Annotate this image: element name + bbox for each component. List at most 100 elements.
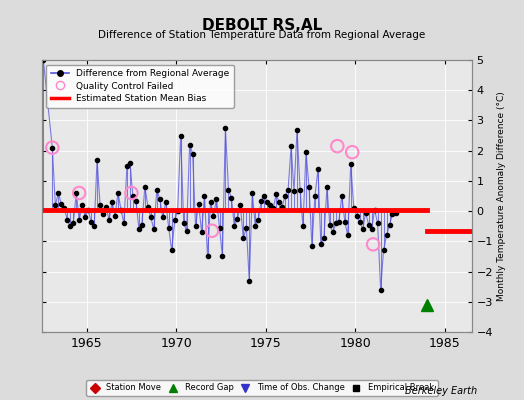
Point <box>305 184 313 190</box>
Point <box>348 149 356 155</box>
Point <box>108 199 116 205</box>
Point <box>369 241 377 248</box>
Legend: Station Move, Record Gap, Time of Obs. Change, Empirical Break: Station Move, Record Gap, Time of Obs. C… <box>86 380 438 396</box>
Point <box>370 206 379 213</box>
Point <box>215 224 224 231</box>
Point <box>123 162 131 169</box>
Point <box>54 190 62 196</box>
Point <box>311 193 319 199</box>
Point <box>281 193 289 199</box>
Point <box>269 205 277 211</box>
Point <box>168 247 176 254</box>
Point <box>90 223 99 230</box>
Point <box>102 203 110 210</box>
Point <box>117 206 125 213</box>
Point <box>379 247 388 254</box>
Point <box>182 228 191 234</box>
Y-axis label: Monthly Temperature Anomaly Difference (°C): Monthly Temperature Anomaly Difference (… <box>497 91 506 301</box>
Point <box>156 196 164 202</box>
Point <box>96 202 104 208</box>
Point <box>51 202 60 208</box>
Text: Difference of Station Temperature Data from Regional Average: Difference of Station Temperature Data f… <box>99 30 425 40</box>
Point <box>218 253 226 260</box>
Point <box>198 229 206 236</box>
Point <box>152 187 161 193</box>
Point <box>263 199 271 205</box>
Point <box>272 191 280 198</box>
Point <box>221 125 230 131</box>
Point <box>278 203 287 210</box>
Point <box>383 232 391 238</box>
Point <box>75 190 83 196</box>
Point <box>189 150 197 157</box>
Point <box>308 243 316 249</box>
Point <box>293 126 301 133</box>
Point <box>376 286 385 293</box>
Text: DEBOLT RS,AL: DEBOLT RS,AL <box>202 18 322 33</box>
Point <box>362 210 370 216</box>
Point <box>333 143 342 149</box>
Point <box>87 218 95 225</box>
Point <box>227 194 235 201</box>
Point <box>260 193 268 199</box>
Point <box>386 222 394 228</box>
Point <box>180 220 188 226</box>
Point <box>81 214 90 220</box>
Point <box>316 241 325 248</box>
Point <box>191 223 200 230</box>
Point <box>284 187 292 193</box>
Point <box>344 232 352 238</box>
Point <box>75 217 83 223</box>
Point <box>355 218 364 225</box>
Point <box>150 226 158 232</box>
Point <box>224 187 233 193</box>
Point <box>129 193 137 199</box>
Point <box>374 220 382 226</box>
Point <box>248 190 256 196</box>
Point <box>212 196 221 202</box>
Point <box>57 200 66 207</box>
Point <box>209 212 217 219</box>
Point <box>200 193 209 199</box>
Point <box>341 218 349 225</box>
Point <box>320 235 328 242</box>
Point <box>332 220 340 226</box>
Point <box>173 208 182 214</box>
Point <box>350 205 358 211</box>
Point <box>132 197 140 204</box>
Point <box>302 149 310 155</box>
Point <box>66 223 74 230</box>
Point <box>323 184 331 190</box>
Point <box>251 223 259 230</box>
Point <box>245 278 254 284</box>
Point <box>72 190 81 196</box>
Point <box>126 160 134 166</box>
Point <box>185 142 194 148</box>
Point <box>144 203 152 210</box>
Point <box>239 235 247 242</box>
Point <box>287 143 296 149</box>
Point <box>194 200 203 207</box>
Point <box>39 57 48 63</box>
Point <box>140 184 149 190</box>
Point <box>208 228 216 234</box>
Point <box>165 224 173 231</box>
Point <box>236 202 245 208</box>
Point <box>177 132 185 139</box>
Point <box>147 214 155 220</box>
Point <box>254 217 263 223</box>
Point <box>84 206 92 213</box>
Point <box>388 211 397 217</box>
Point <box>365 222 373 228</box>
Point <box>314 166 322 172</box>
Point <box>127 190 136 196</box>
Point <box>114 190 122 196</box>
Point <box>93 156 101 163</box>
Point <box>161 199 170 205</box>
Point <box>48 144 57 151</box>
Point <box>171 217 179 223</box>
Point <box>159 214 167 220</box>
Point <box>257 197 266 204</box>
Point <box>337 193 346 199</box>
Point <box>334 218 343 225</box>
